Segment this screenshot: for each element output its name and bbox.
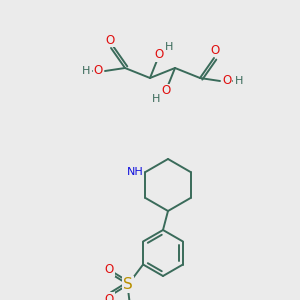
Text: O: O bbox=[210, 44, 220, 56]
Text: O: O bbox=[154, 49, 164, 62]
Text: O: O bbox=[104, 293, 114, 300]
Text: S: S bbox=[123, 277, 133, 292]
Text: H: H bbox=[82, 66, 90, 76]
Text: O: O bbox=[94, 64, 103, 77]
Text: O: O bbox=[104, 263, 114, 276]
Text: H: H bbox=[235, 76, 243, 86]
Text: H: H bbox=[152, 94, 160, 104]
Text: O: O bbox=[222, 74, 231, 88]
Text: H: H bbox=[165, 42, 173, 52]
Text: O: O bbox=[105, 34, 115, 46]
Text: NH: NH bbox=[127, 167, 143, 177]
Text: O: O bbox=[161, 85, 171, 98]
